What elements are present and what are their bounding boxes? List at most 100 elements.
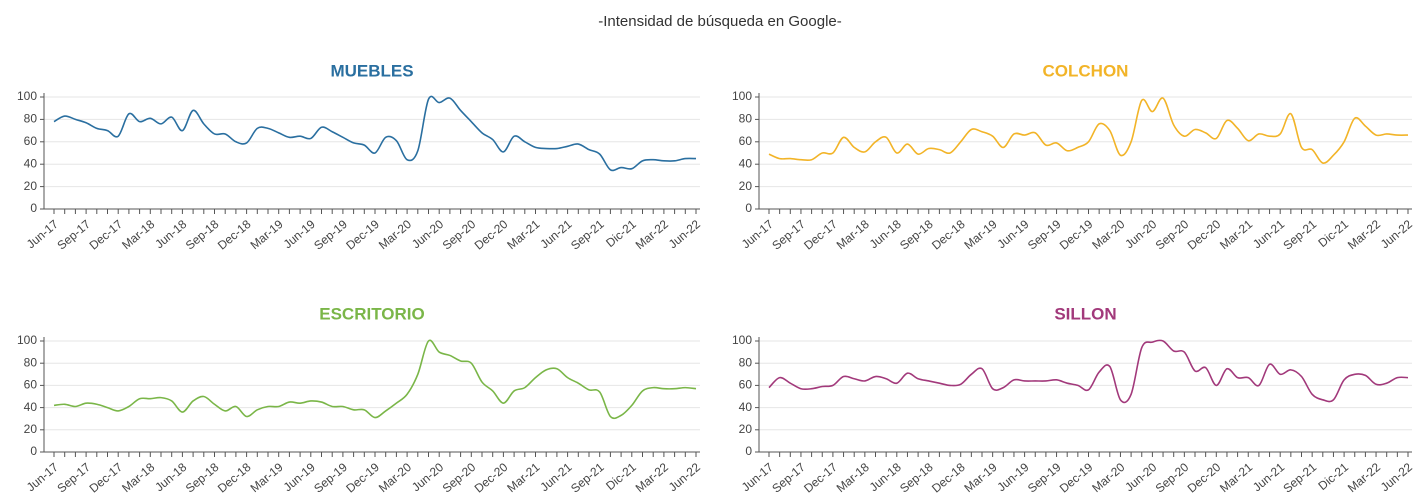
x-tick-label: Jun-18 [152,460,189,495]
x-tick-label: Dec-18 [929,460,968,496]
x-tick-label: Sep-18 [183,460,222,496]
y-tick-label: 80 [739,355,753,369]
y-tick-label: 20 [739,422,753,436]
x-tick-label: Sep-19 [311,460,350,496]
y-tick-label: 60 [24,134,38,148]
x-tick-label: Sep-21 [568,460,607,496]
x-tick-label: Jun-21 [1250,217,1287,252]
x-tick-label: Mar-20 [1089,460,1127,495]
x-tick-label: Sep-21 [1280,460,1319,496]
x-tick-label: Jun-22 [666,217,703,252]
chart-title: MUEBLES [330,61,413,80]
x-tick-label: Jun-21 [537,460,574,495]
chart-title: SILLON [1054,304,1116,323]
x-tick-label: Sep-21 [1280,217,1319,253]
y-tick-label: 80 [24,112,38,126]
x-tick-label: Mar-21 [1217,217,1255,252]
x-tick-label: Dec-18 [215,460,254,496]
x-tick-label: Mar-22 [1345,217,1383,252]
y-tick-label: 40 [739,400,753,414]
x-tick-label: Mar-18 [834,460,872,495]
y-tick-label: 100 [17,89,37,103]
x-tick-label: Mar-20 [376,217,414,252]
y-tick-label: 40 [24,400,38,414]
y-tick-label: 40 [24,156,38,170]
x-tick-label: Dec-20 [472,217,511,253]
x-tick-label: Mar-20 [1089,217,1127,252]
y-tick-label: 20 [739,179,753,193]
x-tick-label: Jun-22 [1378,217,1415,252]
x-tick-label: Mar-19 [961,460,999,495]
x-tick-label: Sep-19 [311,217,350,253]
x-tick-label: Jun-18 [867,460,904,495]
series-line [768,97,1409,164]
x-tick-label: Mar-22 [1345,460,1383,495]
x-tick-label: Mar-22 [633,217,671,252]
x-tick-label: Dec-19 [1057,460,1096,496]
x-tick-label: Mar-18 [119,460,157,495]
x-tick-label: Mar-21 [504,217,542,252]
x-tick-label: Mar-19 [248,460,286,495]
x-tick-label: Dec-19 [1057,217,1096,253]
x-tick-label: Mar-21 [504,460,542,495]
x-tick-label: Jun-22 [666,460,703,495]
x-tick-label: Mar-20 [376,460,414,495]
x-tick-label: Dec-17 [801,217,840,253]
x-tick-label: Sep-17 [54,460,93,496]
chart-title: COLCHON [1043,61,1129,80]
x-tick-label: Sep-18 [897,217,936,253]
x-tick-label: Dec-19 [343,217,382,253]
x-tick-label: Sep-21 [568,217,607,253]
x-tick-label: Sep-20 [440,217,479,253]
x-tick-label: Jun-19 [281,460,318,495]
x-tick-label: Mar-19 [248,217,286,252]
x-tick-label: Sep-17 [769,460,808,496]
x-tick-label: Dec-17 [801,460,840,496]
y-tick-label: 100 [17,333,37,347]
x-tick-label: Jun-19 [281,217,318,252]
x-tick-label: Jun-19 [994,217,1031,252]
x-tick-label: Sep-20 [1153,460,1192,496]
y-tick-label: 20 [24,179,38,193]
y-tick-label: 0 [30,201,37,215]
x-tick-label: Sep-19 [1025,460,1064,496]
x-tick-label: Dec-20 [1185,217,1224,253]
x-tick-label: Mar-19 [961,217,999,252]
x-tick-label: Dec-17 [87,460,126,496]
series-line [53,95,697,172]
x-tick-label: Jun-17 [24,217,61,252]
y-tick-label: 0 [745,444,752,458]
x-tick-label: Sep-17 [769,217,808,253]
x-tick-label: Dic-21 [1315,460,1351,493]
x-tick-label: Jun-18 [152,217,189,252]
x-tick-label: Mar-22 [633,460,671,495]
x-tick-label: Sep-18 [897,460,936,496]
x-tick-label: Jun-19 [994,460,1031,495]
y-tick-label: 80 [24,355,38,369]
x-tick-label: Dec-17 [87,217,126,253]
x-tick-label: Jun-17 [739,460,776,495]
x-tick-label: Jun-22 [1378,460,1415,495]
chart-title: ESCRITORIO [319,304,424,323]
x-tick-label: Jun-21 [537,217,574,252]
x-tick-label: Jun-20 [1122,460,1159,495]
y-tick-label: 100 [732,89,752,103]
series-line [53,339,697,420]
y-tick-label: 60 [739,134,753,148]
y-tick-label: 60 [24,378,38,392]
y-tick-label: 80 [739,112,753,126]
x-tick-label: Jun-21 [1250,460,1287,495]
x-tick-label: Dec-20 [1185,460,1224,496]
x-tick-label: Sep-18 [183,217,222,253]
x-tick-label: Dec-20 [472,460,511,496]
x-tick-label: Sep-20 [440,460,479,496]
x-tick-label: Jun-20 [1122,217,1159,252]
x-tick-label: Sep-17 [54,217,93,253]
x-tick-label: Jun-18 [867,217,904,252]
x-tick-label: Jun-17 [24,460,61,495]
x-tick-label: Sep-20 [1153,217,1192,253]
y-tick-label: 100 [732,333,752,347]
page-title: -Intensidad de búsqueda en Google- [598,13,842,30]
x-tick-label: Jun-17 [739,217,776,252]
